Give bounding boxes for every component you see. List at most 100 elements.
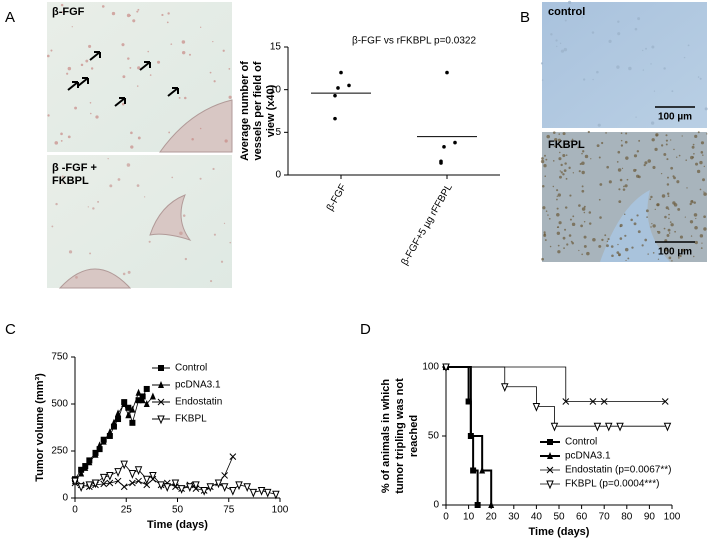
texture-dot	[552, 185, 555, 188]
texture-dot	[643, 163, 646, 167]
texture-dot	[697, 76, 700, 78]
y-tick-label: 0	[62, 493, 68, 504]
panel-label: C	[5, 321, 16, 338]
texture-dot	[111, 11, 116, 16]
texture-dot	[693, 255, 695, 258]
texture-dot	[178, 96, 181, 99]
texture-dot	[650, 121, 655, 125]
texture-dot	[541, 157, 544, 160]
texture-dot	[637, 17, 641, 21]
texture-dot	[646, 216, 648, 218]
texture-dot	[703, 191, 705, 193]
texture-dot	[580, 224, 583, 228]
texture-dot	[652, 165, 656, 170]
panel-label: A	[5, 9, 15, 26]
texture-dot	[583, 211, 586, 214]
texture-dot	[541, 79, 544, 81]
texture-dot	[587, 130, 590, 134]
marker	[129, 405, 136, 413]
texture-dot	[663, 227, 666, 230]
texture-dot	[624, 140, 628, 144]
texture-dot	[592, 237, 596, 242]
marker	[547, 452, 553, 459]
y-axis-label: tumor tripling was not	[394, 378, 406, 494]
texture-dot	[577, 146, 580, 149]
texture-dot	[555, 39, 558, 42]
texture-dot	[605, 244, 609, 248]
x-tick-label: 50	[553, 512, 565, 523]
texture-dot	[126, 163, 131, 167]
texture-dot	[540, 62, 544, 65]
texture-dot	[660, 144, 664, 147]
marker	[488, 501, 495, 508]
texture-dot	[562, 153, 566, 158]
texture-dot	[581, 16, 584, 19]
point	[339, 70, 343, 75]
texture-dot	[663, 67, 666, 70]
texture-dot	[557, 193, 561, 197]
marker	[157, 481, 165, 491]
texture-dot	[665, 134, 668, 137]
texture-dot	[560, 171, 563, 174]
marker	[142, 475, 151, 485]
texture-dot	[619, 178, 623, 182]
texture-dot	[633, 154, 638, 158]
marker	[71, 477, 79, 487]
texture-dot	[157, 60, 161, 64]
texture-dot	[170, 43, 173, 45]
texture-dot	[161, 13, 164, 17]
texture-dot	[586, 251, 590, 256]
texture-dot	[60, 132, 63, 136]
texture-dot	[200, 26, 202, 28]
texture-dot	[669, 250, 671, 253]
texture-dot	[562, 236, 566, 240]
texture-dot	[137, 8, 140, 11]
texture-dot	[54, 141, 59, 145]
texture-dot	[676, 180, 680, 184]
texture-dot	[637, 230, 641, 234]
texture-dot	[620, 139, 623, 142]
marker	[221, 472, 229, 479]
texture-dot	[148, 240, 151, 243]
texture-dot	[182, 214, 186, 217]
x-tick-label: β-FGF	[325, 182, 349, 213]
texture-dot	[545, 210, 548, 212]
texture-dot	[122, 75, 126, 79]
texture-dot	[674, 230, 676, 233]
marker	[129, 479, 136, 487]
texture-dot	[563, 47, 568, 52]
texture-dot	[704, 107, 708, 111]
texture-dot	[616, 161, 619, 163]
texture-dot	[616, 65, 620, 69]
texture-dot	[88, 44, 92, 48]
texture-dot	[610, 245, 614, 248]
marker	[135, 477, 142, 485]
marker	[77, 483, 85, 492]
texture-dot	[633, 222, 637, 226]
marker	[263, 488, 272, 498]
texture-dot	[571, 138, 574, 141]
marker	[143, 400, 150, 407]
texture-dot	[695, 217, 697, 220]
texture-dot	[209, 71, 212, 74]
x-tick-label: 0	[443, 512, 449, 523]
texture-dot	[127, 57, 130, 60]
marker	[110, 418, 117, 426]
texture-dot	[565, 154, 568, 156]
marker	[106, 428, 113, 436]
x-tick-label: 25	[121, 505, 133, 516]
texture-dot	[601, 141, 604, 145]
texture-dot	[681, 248, 685, 252]
texture-dot	[606, 240, 609, 243]
texture-dot	[651, 222, 653, 225]
texture-dot	[621, 167, 624, 170]
texture-dot	[578, 170, 581, 173]
texture-dot	[579, 162, 582, 166]
x-tick-label: 50	[172, 505, 184, 516]
texture-dot	[564, 206, 568, 209]
texture-dot	[229, 241, 232, 244]
texture-dot	[630, 218, 633, 222]
texture-dot	[663, 152, 667, 156]
texture-dot	[550, 33, 553, 36]
